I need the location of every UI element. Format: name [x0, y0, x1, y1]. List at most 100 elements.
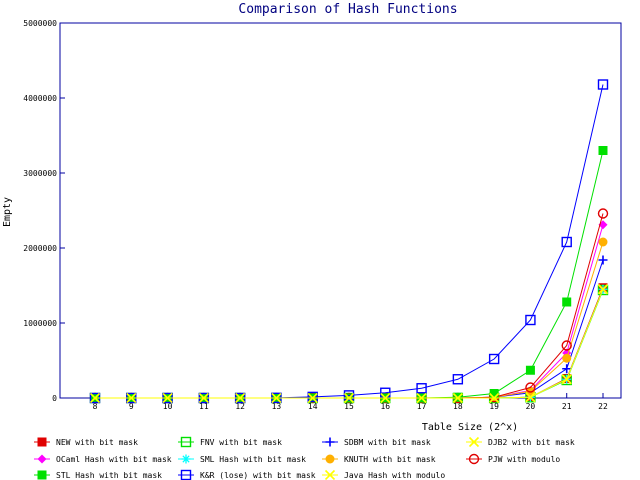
data-point — [561, 236, 572, 248]
legend-label: PJW with modulo — [488, 455, 560, 464]
data-point — [307, 391, 318, 403]
legend: NEW with bit mask FNV with bit mask SDBM w… — [34, 436, 575, 480]
data-point — [597, 79, 609, 90]
data-point — [525, 382, 536, 393]
legend-label: SDBM with bit mask — [344, 438, 431, 447]
legend-item: OCaml Hash with bit mask — [34, 454, 172, 464]
plot-frame — [59, 22, 622, 399]
legend-label: DJB2 with bit mask — [488, 438, 575, 447]
x-tick-label: 11 — [199, 402, 209, 411]
series-line — [95, 150, 604, 399]
data-point — [562, 364, 572, 374]
legend-item: DJB2 with bit mask — [466, 436, 575, 448]
data-point — [489, 389, 499, 398]
data-point — [343, 390, 355, 401]
data-point — [416, 392, 427, 404]
series-5 — [90, 284, 608, 403]
data-point — [488, 353, 500, 365]
y-tick-label: 1000000 — [23, 319, 57, 328]
series-line — [95, 259, 604, 399]
legend-item: STL Hash with bit mask — [34, 470, 162, 480]
legend-label: STL Hash with bit mask — [56, 471, 162, 480]
legend-label: Java Hash with modulo — [344, 471, 445, 480]
legend-item: NEW with bit mask — [34, 437, 138, 447]
legend-swatch-marker — [37, 454, 47, 464]
data-point — [162, 392, 173, 404]
series-line — [95, 289, 604, 399]
x-tick-label: 18 — [453, 402, 463, 411]
data-point — [525, 365, 535, 375]
x-tick-label: 16 — [380, 402, 390, 411]
legend-label: FNV with bit mask — [200, 438, 282, 447]
series-2 — [90, 255, 608, 403]
x-tick-label: 13 — [272, 402, 282, 411]
x-tick-label: 14 — [308, 402, 318, 411]
data-point — [416, 383, 427, 394]
x-tick-label: 8 — [93, 402, 98, 411]
legend-swatch-marker — [325, 437, 335, 447]
x-tick-label: 20 — [526, 402, 536, 411]
data-point — [89, 392, 101, 404]
data-point — [598, 255, 608, 265]
series-9 — [89, 79, 609, 404]
data-point — [597, 284, 609, 295]
data-point — [380, 392, 391, 404]
legend-item: SDBM with bit mask — [322, 437, 431, 447]
x-tick-label: 15 — [344, 402, 354, 411]
y-tick-label: 4000000 — [23, 94, 57, 103]
series-line — [95, 287, 604, 399]
legend-swatch-marker — [468, 436, 480, 448]
legend-swatch-marker — [468, 453, 480, 465]
data-point — [489, 392, 500, 404]
legend-label: K&R (lose) with bit mask — [200, 471, 316, 480]
legend-item: PJW with modulo — [466, 453, 560, 465]
x-tick-label: 22 — [598, 402, 608, 411]
series-line — [95, 84, 604, 399]
series-0 — [90, 283, 608, 403]
data-point — [198, 392, 209, 404]
series-8 — [90, 146, 608, 403]
chart-title: Comparison of Hash Functions — [238, 2, 457, 17]
legend-label: KNUTH with bit mask — [344, 455, 436, 464]
x-tick-label: 19 — [489, 402, 499, 411]
y-tick-label: 0 — [52, 394, 57, 403]
series-10 — [89, 284, 609, 404]
data-point — [561, 340, 572, 351]
data-point — [452, 392, 463, 404]
data-point — [343, 392, 355, 404]
legend-swatch-marker — [37, 437, 47, 447]
legend-item: SML Hash with bit mask — [178, 454, 306, 464]
y-axis-label: Empty — [2, 197, 13, 227]
series-line — [95, 289, 604, 399]
y-tick-label: 5000000 — [23, 19, 57, 28]
legend-swatch-marker — [37, 470, 47, 480]
legend-label: OCaml Hash with bit mask — [56, 455, 172, 464]
x-tick-label: 9 — [129, 402, 134, 411]
data-point — [562, 353, 572, 363]
legend-item: FNV with bit mask — [178, 436, 282, 448]
x-tick-label: 17 — [417, 402, 427, 411]
data-point — [597, 208, 609, 219]
x-axis-label: Table Size (2^x) — [422, 422, 518, 433]
legend-swatch-marker — [181, 454, 191, 464]
y-tick-label: 3000000 — [23, 169, 57, 178]
legend-swatch-marker — [180, 436, 192, 448]
series-line — [95, 289, 604, 399]
data-point — [235, 392, 246, 404]
data-point — [126, 392, 137, 404]
legend-swatch-marker — [325, 454, 335, 464]
data-point — [525, 386, 535, 396]
legend-swatch-marker — [324, 469, 336, 480]
legend-item: KNUTH with bit mask — [322, 454, 436, 464]
series-line — [95, 289, 604, 399]
data-point — [271, 392, 282, 404]
legend-label: NEW with bit mask — [56, 438, 138, 447]
series-4 — [90, 220, 608, 403]
data-point — [525, 314, 536, 326]
series-1 — [89, 284, 609, 404]
legend-item: K&R (lose) with bit mask — [178, 469, 316, 480]
legend-item: Java Hash with modulo — [322, 469, 445, 480]
x-tick-label: 10 — [163, 402, 173, 411]
series-3 — [89, 284, 609, 404]
